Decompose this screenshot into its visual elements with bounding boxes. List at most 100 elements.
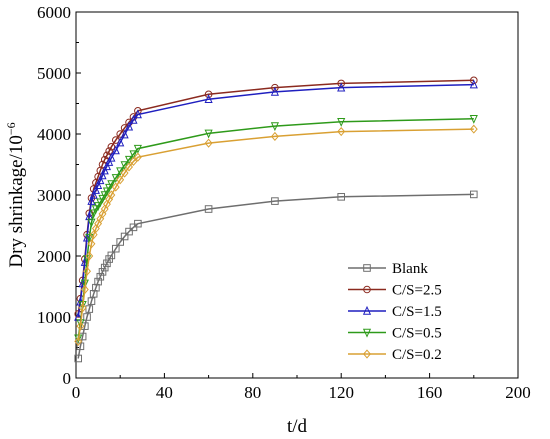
data-point — [362, 305, 372, 315]
data-point — [120, 232, 129, 241]
data-point — [470, 190, 478, 199]
data-point — [107, 180, 116, 190]
y-tick-label: 4000 — [37, 125, 71, 144]
x-axis-label: t/d — [287, 416, 308, 437]
data-point — [96, 272, 105, 281]
data-point — [80, 284, 89, 295]
legend-entry: Blank — [348, 261, 428, 277]
data-point — [100, 165, 109, 175]
data-point — [94, 277, 102, 286]
data-point — [89, 290, 98, 298]
data-point — [129, 150, 138, 160]
x-tick-label: 0 — [72, 383, 81, 402]
series-layer — [74, 76, 478, 363]
data-point — [107, 143, 116, 151]
data-point — [83, 313, 91, 321]
data-point — [103, 259, 111, 268]
data-point — [107, 251, 116, 260]
data-point — [124, 155, 134, 165]
y-axis-ticks: 0 1000 2000 3000 4000 5000 6000 — [37, 3, 81, 388]
data-point — [98, 170, 107, 180]
data-point — [83, 266, 92, 276]
data-point — [116, 175, 125, 185]
y-tick-label: 0 — [63, 369, 72, 388]
data-point — [107, 190, 116, 200]
data-point — [107, 152, 116, 162]
data-point — [111, 145, 120, 155]
data-point — [204, 205, 213, 213]
data-point — [204, 90, 213, 99]
y-tick-label: 2000 — [37, 247, 71, 266]
legend-label: C/S=0.2 — [392, 347, 442, 363]
data-point — [89, 230, 98, 240]
data-point — [204, 138, 213, 148]
data-point — [94, 180, 103, 190]
data-point — [94, 202, 103, 212]
data-point — [120, 161, 129, 171]
series-4 — [74, 124, 478, 346]
y-tick-label: 6000 — [37, 3, 71, 22]
data-point — [80, 279, 89, 289]
data-point — [120, 168, 129, 178]
legend-entry: C/S=0.5 — [348, 326, 442, 342]
data-point — [116, 238, 125, 246]
x-tick-label: 80 — [244, 383, 261, 402]
y-axis-label: Dry shrinkage/10−6 — [4, 122, 27, 267]
series-0 — [74, 190, 478, 363]
x-axis-ticks: 0 40 80 120 160 200 — [72, 373, 531, 402]
data-point — [129, 114, 138, 124]
data-point — [116, 137, 125, 147]
data-point — [469, 79, 478, 89]
data-point — [100, 263, 109, 272]
data-point — [102, 187, 112, 197]
legend-label: C/S=2.5 — [392, 283, 442, 299]
data-point — [363, 349, 371, 359]
data-point — [105, 156, 114, 166]
data-point — [204, 94, 213, 104]
data-point — [105, 183, 114, 193]
x-tick-label: 40 — [156, 383, 173, 402]
data-point — [125, 227, 133, 236]
data-point — [133, 152, 142, 162]
data-point — [362, 328, 372, 338]
data-point — [96, 175, 105, 185]
data-point — [470, 76, 478, 85]
data-point — [111, 182, 120, 192]
data-point — [271, 83, 279, 92]
data-point — [469, 124, 478, 134]
y-tick-label: 5000 — [37, 64, 71, 83]
legend-label: Blank — [392, 261, 428, 277]
data-point — [76, 321, 85, 331]
data-point — [204, 129, 213, 139]
data-point — [133, 109, 142, 119]
data-point — [337, 193, 345, 201]
data-point — [337, 126, 346, 137]
x-tick-label: 160 — [417, 383, 443, 402]
data-point — [105, 194, 114, 204]
y-tick-label: 3000 — [37, 186, 71, 205]
data-point — [87, 297, 96, 305]
data-point — [78, 303, 87, 313]
legend-label: C/S=0.5 — [392, 326, 442, 342]
data-point — [85, 251, 94, 261]
data-point — [270, 131, 279, 142]
data-point — [363, 264, 371, 272]
legend: Blank C/S=2.5 C/S=1.5 C/S=0.5 C/S=0.2 — [348, 261, 442, 363]
legend-entry: C/S=2.5 — [348, 283, 442, 299]
data-point — [81, 322, 89, 330]
y-axis-label-exponent: −6 — [4, 122, 18, 135]
data-point — [270, 86, 279, 96]
data-point — [133, 144, 142, 154]
data-point — [91, 185, 100, 194]
data-point — [111, 244, 120, 253]
data-point — [469, 114, 478, 124]
data-point — [363, 285, 371, 294]
x-tick-label: 120 — [328, 383, 354, 402]
y-axis-label-text: Dry shrinkage/10 — [6, 135, 27, 267]
data-point — [100, 191, 109, 201]
data-point — [74, 334, 83, 344]
legend-entry: C/S=1.5 — [348, 304, 442, 320]
legend-label: C/S=1.5 — [392, 304, 442, 320]
data-point — [96, 198, 105, 208]
